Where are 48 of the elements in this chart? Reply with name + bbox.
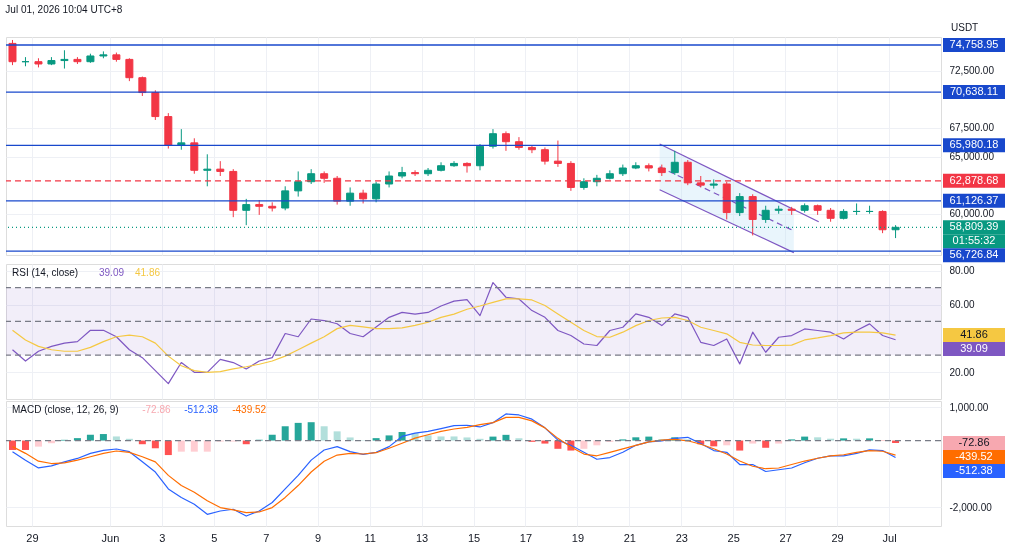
x-tick-label: 23 [675, 531, 688, 544]
x-tick-label: 17 [519, 531, 533, 544]
ref-line-label: 56,726.84 [949, 248, 999, 261]
x-tick-label: 13 [415, 531, 429, 544]
x-tick-label: 3 [159, 531, 166, 544]
y-tick-label: 1,000.00 [949, 401, 989, 413]
x-tick-label: 25 [727, 531, 740, 544]
annotation: 41.86 [135, 267, 161, 278]
annotation: -439.52 [232, 404, 267, 415]
y-tick-label: 20.00 [949, 366, 975, 378]
y-tick-label: 67,500.00 [949, 122, 995, 134]
x-tick-label: 5 [211, 531, 218, 544]
annotation: -72.86 [142, 404, 171, 415]
x-tick-label: 7 [263, 531, 270, 544]
text: 41.86 [960, 328, 988, 341]
x-tick-label: 29 [831, 531, 844, 544]
ref-line-label: 65,980.18 [949, 138, 999, 151]
text: -439.52 [955, 449, 993, 462]
x-tick-label: Jun [101, 531, 120, 544]
annotation: -512.38 [184, 404, 219, 415]
x-tick-label: 21 [623, 531, 636, 544]
x-tick-label: 27 [779, 531, 792, 544]
y-tick-label: 72,500.00 [949, 65, 995, 77]
x-tick-label: 15 [467, 531, 481, 544]
x-tick-label: 11 [364, 531, 376, 544]
ref-line-label: 74,758.95 [949, 38, 999, 51]
text: 39.09 [960, 342, 988, 355]
ref-line-label: 58,809.39 [949, 220, 999, 233]
y-tick-label: -2,000.00 [949, 501, 993, 513]
text: 01:55:32 [952, 234, 996, 247]
x-tick-label: 19 [571, 531, 585, 544]
y-axis-title: USDT [951, 22, 979, 33]
x-tick-label: 29 [26, 531, 39, 544]
x-tick-label: Jul [882, 531, 897, 544]
text: -72.86 [958, 435, 990, 448]
y-tick-label: 60,000.00 [949, 208, 995, 220]
y-tick-label: 65,000.00 [949, 151, 995, 163]
ref-line-label: 61,126.37 [949, 193, 999, 206]
ref-line-label: 62,878.68 [949, 173, 999, 186]
text: -512.38 [955, 463, 993, 476]
ref-line-label: 70,638.11 [949, 85, 999, 98]
y-tick-label: 60.00 [949, 299, 975, 310]
annotation: 39.09 [99, 267, 125, 278]
chart-title: RSI (14, close) [12, 267, 79, 278]
chart-title: Jul 01, 2026 10:04 UTC+8 [5, 4, 123, 15]
chart-title: MACD (close, 12, 26, 9) [12, 404, 119, 415]
y-tick-label: 80.00 [949, 265, 975, 277]
x-tick-label: 9 [315, 531, 322, 544]
